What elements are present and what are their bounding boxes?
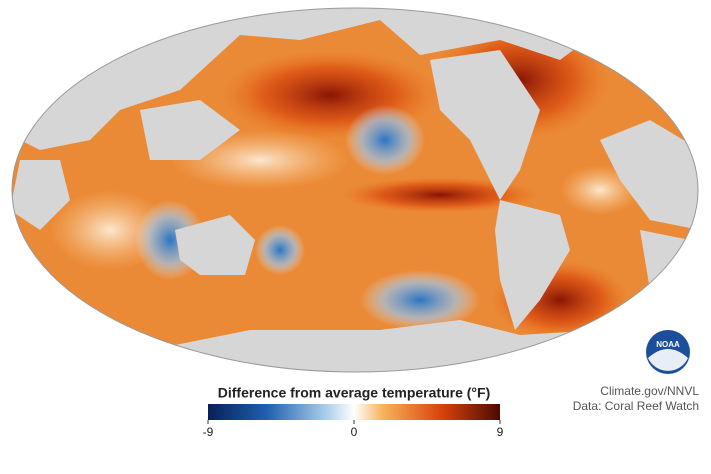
anomaly [360,270,480,330]
anomaly [345,105,425,175]
legend-title: Difference from average temperature (°F) [218,385,490,401]
credit: Data: Coral Reef Watch [573,399,699,413]
tick-label: 0 [351,425,358,439]
map-outline [11,7,699,373]
logo-text: NOAA [656,340,680,349]
tick-label: -9 [203,425,214,439]
credit: Climate.gov/NNVL [600,384,699,398]
legend: Difference from average temperature (°F)… [203,385,504,439]
anomaly [340,177,540,213]
colorbar [208,404,500,420]
tick-label: 9 [497,425,504,439]
noaa-logo: NOAA [646,330,690,374]
map [12,8,698,372]
anomaly [255,225,305,275]
logo-wave [648,349,688,371]
